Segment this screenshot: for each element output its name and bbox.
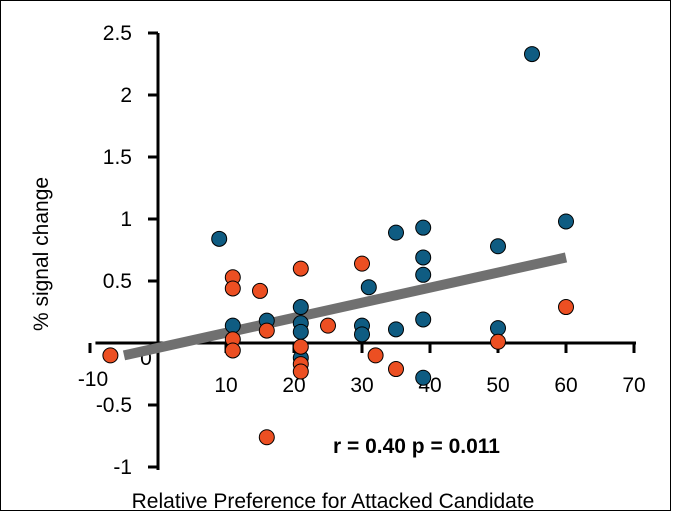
trendline [122,252,568,361]
data-point [102,347,119,364]
data-point [292,323,309,340]
data-point [490,320,506,337]
y-axis-title: % signal change [30,177,53,331]
data-point [388,224,404,241]
data-point [367,347,384,364]
x-tick-label: 20 [282,374,305,397]
data-point [388,321,404,338]
data-point [490,238,506,255]
data-point [292,338,309,355]
data-point [292,260,309,277]
data-point [258,322,275,339]
data-point [360,279,377,296]
x-tick-label: 10 [214,374,237,397]
data-point [415,249,432,266]
data-point [252,282,268,299]
data-point [388,361,404,378]
data-point [211,230,228,247]
data-point [524,46,540,63]
x-tick-label: -10 [78,368,108,391]
data-point [292,363,309,380]
data-point [224,317,241,334]
stats-annotation: r = 0.40 p = 0.011 [333,435,500,458]
data-point [292,299,309,316]
y-tick-label: 2 [120,84,132,107]
data-point [415,219,432,236]
data-point [224,342,241,359]
data-point [354,255,370,272]
data-points [102,46,574,446]
data-point [415,369,432,386]
x-tick-label: 50 [486,374,509,397]
data-point [490,333,506,350]
data-point [354,326,370,343]
data-point [558,213,574,230]
x-tick-label: 30 [350,374,373,397]
y-tick-label: -1 [113,456,132,479]
y-tick-label: 1.5 [103,146,132,169]
y-tick-label: 1 [120,208,132,231]
trendline-group [122,252,568,361]
data-point [320,317,336,334]
data-point [558,299,574,316]
x-tick-label: 60 [554,374,577,397]
x-axis-title: Relative Preference for Attacked Candida… [132,490,535,513]
data-point [224,280,241,297]
data-point [258,429,275,446]
data-point [415,311,432,328]
x-tick-label: 70 [622,374,645,397]
y-tick-label: 0.5 [103,270,132,293]
y-tick-label: 2.5 [103,22,132,45]
y-tick-label: -0.5 [96,394,132,417]
data-point [415,266,432,283]
x-tick-label: 0 [140,347,152,370]
